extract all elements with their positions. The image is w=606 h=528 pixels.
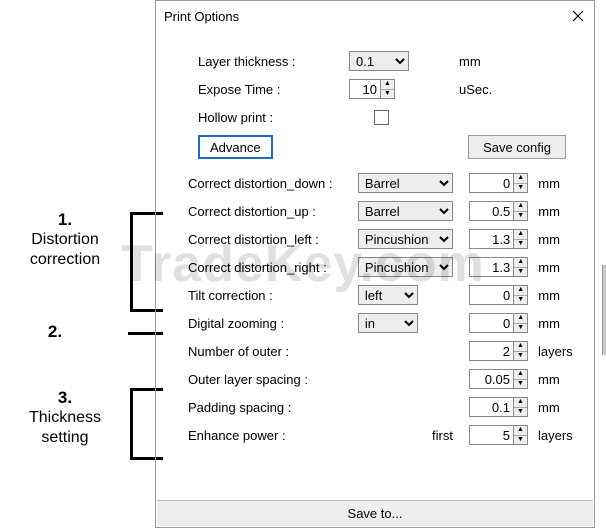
label-cd-up: Correct distortion_up : xyxy=(188,204,352,219)
input-pad-sp[interactable] xyxy=(469,397,514,417)
label-cd-left: Correct distortion_left : xyxy=(188,232,352,247)
spin-tilt[interactable]: ▲▼ xyxy=(514,285,528,305)
spin-pad-sp[interactable]: ▲▼ xyxy=(514,397,528,417)
annotation-3-num: 3. xyxy=(0,388,130,408)
input-expose-time[interactable] xyxy=(349,79,381,99)
label-zoom: Digital zooming : xyxy=(188,316,352,331)
input-cd-left[interactable] xyxy=(469,229,514,249)
spin-expose-time[interactable]: ▲▼ xyxy=(381,79,395,99)
input-outer-sp[interactable] xyxy=(469,369,514,389)
row-pad-sp: Padding spacing : ▲▼ mm xyxy=(188,393,576,421)
annotation-2-num: 2. xyxy=(0,322,110,342)
unit-mm: mm xyxy=(538,232,576,247)
input-cd-right[interactable] xyxy=(469,257,514,277)
input-enh-pow[interactable] xyxy=(469,425,514,445)
annotations-column: 1. Distortion correction 2. 3. Thickness… xyxy=(0,0,155,528)
label-enh-first: first xyxy=(432,428,453,443)
row-outer-sp: Outer layer spacing : ▲▼ mm xyxy=(188,365,576,393)
spin-cd-down[interactable]: ▲▼ xyxy=(514,173,528,193)
spin-enh-pow[interactable]: ▲▼ xyxy=(514,425,528,445)
unit-mm: mm xyxy=(459,54,497,69)
unit-usec: uSec. xyxy=(459,82,497,97)
row-tilt: Tilt correction : left ▲▼ mm xyxy=(188,281,576,309)
spin-outer-sp[interactable]: ▲▼ xyxy=(514,369,528,389)
save-config-button[interactable]: Save config xyxy=(468,135,566,159)
spin-outer-n[interactable]: ▲▼ xyxy=(514,341,528,361)
annotation-3-l2: setting xyxy=(41,429,88,446)
select-tilt[interactable]: left xyxy=(358,285,418,305)
label-cd-down: Correct distortion_down : xyxy=(188,176,352,191)
annotation-3: 3. Thickness setting xyxy=(0,388,130,447)
checkbox-hollow-print[interactable] xyxy=(374,110,389,125)
label-tilt: Tilt correction : xyxy=(188,288,352,303)
label-expose-time: Expose Time : xyxy=(188,82,343,97)
label-pad-sp: Padding spacing : xyxy=(188,400,353,415)
select-cd-right[interactable]: Pincushion xyxy=(358,257,453,277)
unit-mm: mm xyxy=(538,372,576,387)
input-cd-down[interactable] xyxy=(469,173,514,193)
input-tilt[interactable] xyxy=(469,285,514,305)
row-cd-up: Correct distortion_up : Barrel ▲▼ mm xyxy=(188,197,576,225)
annotation-1-l2: correction xyxy=(30,251,100,268)
bracket-1 xyxy=(130,212,133,312)
dialog-title: Print Options xyxy=(164,9,239,24)
row-enh-pow: Enhance power : first ▲▼ layers xyxy=(188,421,576,449)
select-cd-left[interactable]: Pincushion xyxy=(358,229,453,249)
input-outer-n[interactable] xyxy=(469,341,514,361)
unit-mm: mm xyxy=(538,176,576,191)
label-outer-n: Number of outer : xyxy=(188,344,353,359)
select-zoom[interactable]: in xyxy=(358,313,418,333)
label-hollow-print: Hollow print : xyxy=(188,110,343,125)
input-zoom[interactable] xyxy=(469,313,514,333)
row-layer-thickness: Layer thickness : 0.1 mm xyxy=(188,47,576,75)
unit-mm: mm xyxy=(538,400,576,415)
row-hollow-print: Hollow print : xyxy=(188,103,576,131)
unit-mm: mm xyxy=(538,288,576,303)
spin-cd-right[interactable]: ▲▼ xyxy=(514,257,528,277)
label-outer-sp: Outer layer spacing : xyxy=(188,372,353,387)
unit-mm: mm xyxy=(538,204,576,219)
annotation-3-l1: Thickness xyxy=(29,409,101,426)
scrollbar-stub[interactable] xyxy=(602,265,606,355)
unit-mm: mm xyxy=(538,316,576,331)
select-layer-thickness[interactable]: 0.1 xyxy=(349,51,409,71)
bracket-3 xyxy=(130,388,133,460)
row-cd-left: Correct distortion_left : Pincushion ▲▼ … xyxy=(188,225,576,253)
title-bar: Print Options xyxy=(156,1,594,31)
close-button[interactable] xyxy=(572,10,584,22)
select-cd-down[interactable]: Barrel xyxy=(358,173,453,193)
dialog-body: Layer thickness : 0.1 mm Expose Time : ▲… xyxy=(156,31,594,449)
save-to-button[interactable]: Save to... xyxy=(157,500,593,526)
unit-mm: mm xyxy=(538,260,576,275)
annotation-2: 2. xyxy=(0,322,110,342)
row-zoom: Digital zooming : in ▲▼ mm xyxy=(188,309,576,337)
row-cd-down: Correct distortion_down : Barrel ▲▼ mm xyxy=(188,169,576,197)
annotation-1-l1: Distortion xyxy=(31,231,99,248)
label-cd-right: Correct distortion_right : xyxy=(188,260,352,275)
unit-layers: layers xyxy=(538,344,576,359)
spin-zoom[interactable]: ▲▼ xyxy=(514,313,528,333)
print-options-dialog: Print Options Layer thickness : 0.1 mm E… xyxy=(155,0,595,528)
unit-layers: layers xyxy=(538,428,576,443)
spin-cd-left[interactable]: ▲▼ xyxy=(514,229,528,249)
row-expose-time: Expose Time : ▲▼ uSec. xyxy=(188,75,576,103)
select-cd-up[interactable]: Barrel xyxy=(358,201,453,221)
annotation-1-num: 1. xyxy=(0,210,130,230)
save-to-label: Save to... xyxy=(348,506,403,521)
row-outer-n: Number of outer : ▲▼ layers xyxy=(188,337,576,365)
label-enh-pow: Enhance power : xyxy=(188,428,353,443)
button-row: Advance Save config xyxy=(198,135,576,159)
annotation-1: 1. Distortion correction xyxy=(0,210,130,269)
input-cd-up[interactable] xyxy=(469,201,514,221)
spin-cd-up[interactable]: ▲▼ xyxy=(514,201,528,221)
row-cd-right: Correct distortion_right : Pincushion ▲▼… xyxy=(188,253,576,281)
label-layer-thickness: Layer thickness : xyxy=(188,54,343,69)
advance-button[interactable]: Advance xyxy=(198,135,273,159)
